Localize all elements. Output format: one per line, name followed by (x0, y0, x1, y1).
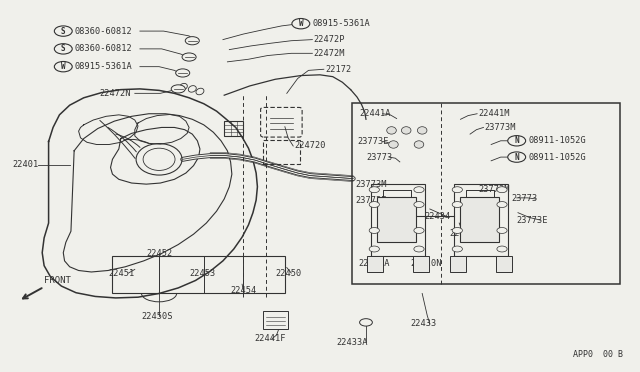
Text: 22434: 22434 (425, 212, 451, 221)
Circle shape (497, 228, 507, 234)
Text: S: S (61, 26, 65, 36)
Circle shape (369, 246, 380, 252)
Circle shape (182, 53, 196, 61)
Text: 22472P: 22472P (314, 35, 345, 44)
Text: 23773M: 23773M (484, 123, 516, 132)
Circle shape (508, 136, 525, 146)
Circle shape (414, 228, 424, 234)
Circle shape (369, 228, 380, 234)
Text: 23773M: 23773M (355, 180, 387, 189)
Bar (224, 121, 243, 136)
Text: 08911-1052G: 08911-1052G (528, 136, 586, 145)
Bar (454, 184, 508, 256)
Bar (371, 184, 426, 256)
Text: 22450S: 22450S (141, 312, 173, 321)
Bar (451, 256, 467, 272)
Text: 08915-5361A: 08915-5361A (312, 19, 370, 28)
Text: 22441: 22441 (449, 229, 476, 238)
Ellipse shape (417, 127, 427, 134)
Circle shape (452, 202, 463, 208)
Circle shape (497, 246, 507, 252)
Text: W: W (61, 62, 65, 71)
Text: 22452: 22452 (147, 249, 173, 258)
Ellipse shape (401, 127, 411, 134)
Text: 22172: 22172 (325, 65, 351, 74)
Text: 22020A: 22020A (358, 259, 390, 268)
Ellipse shape (388, 141, 398, 148)
Circle shape (54, 26, 72, 36)
Text: 22472M: 22472M (314, 49, 345, 58)
Text: 23773E: 23773E (355, 196, 387, 205)
Text: 22441F: 22441F (255, 334, 286, 343)
Circle shape (54, 61, 72, 72)
Circle shape (497, 202, 507, 208)
Text: S: S (61, 44, 65, 53)
Circle shape (452, 187, 463, 193)
Text: 08911-1052G: 08911-1052G (528, 153, 586, 161)
Text: 22450: 22450 (275, 269, 301, 278)
Text: 23773E: 23773E (516, 216, 548, 225)
Text: 23773: 23773 (511, 195, 538, 203)
Text: 224720: 224720 (294, 141, 326, 151)
Ellipse shape (414, 141, 424, 148)
Text: 23773: 23773 (380, 226, 406, 235)
Text: 22453: 22453 (189, 269, 215, 278)
Bar (413, 256, 429, 272)
Circle shape (54, 44, 72, 54)
Text: N: N (515, 153, 519, 161)
Circle shape (369, 187, 380, 193)
Text: 08915-5361A: 08915-5361A (74, 62, 132, 71)
Text: APP0  00 B: APP0 00 B (573, 350, 623, 359)
Circle shape (360, 319, 372, 326)
Text: 23773E: 23773E (357, 137, 388, 146)
Text: 23773: 23773 (366, 153, 392, 161)
Ellipse shape (387, 127, 396, 134)
Bar (352, 103, 620, 284)
Text: 22433: 22433 (411, 320, 437, 328)
Bar (496, 256, 512, 272)
Circle shape (497, 187, 507, 193)
Text: 22401: 22401 (12, 160, 38, 169)
Circle shape (172, 85, 185, 93)
Bar (461, 197, 499, 241)
Text: 08360-60812: 08360-60812 (74, 26, 132, 36)
Text: 23773M: 23773M (478, 185, 510, 194)
Text: FRONT: FRONT (44, 276, 71, 285)
Text: 22472N: 22472N (100, 89, 131, 98)
Bar (113, 256, 285, 294)
Text: 22454: 22454 (230, 286, 257, 295)
Circle shape (292, 19, 310, 29)
Circle shape (452, 228, 463, 234)
Text: 22441M: 22441M (478, 109, 510, 118)
Bar (378, 197, 416, 241)
Text: 22020N: 22020N (411, 259, 442, 268)
Bar (367, 256, 383, 272)
Circle shape (185, 37, 199, 45)
Circle shape (452, 246, 463, 252)
Text: 22441A: 22441A (360, 109, 391, 118)
Circle shape (175, 69, 189, 77)
Bar (262, 311, 288, 330)
Circle shape (508, 152, 525, 162)
Circle shape (414, 202, 424, 208)
Text: W: W (298, 19, 303, 28)
Circle shape (414, 246, 424, 252)
Circle shape (369, 202, 380, 208)
Circle shape (414, 187, 424, 193)
Text: 22433A: 22433A (336, 338, 367, 347)
Text: N: N (515, 136, 519, 145)
Text: 08360-60812: 08360-60812 (74, 44, 132, 53)
Text: 22451: 22451 (108, 269, 134, 278)
